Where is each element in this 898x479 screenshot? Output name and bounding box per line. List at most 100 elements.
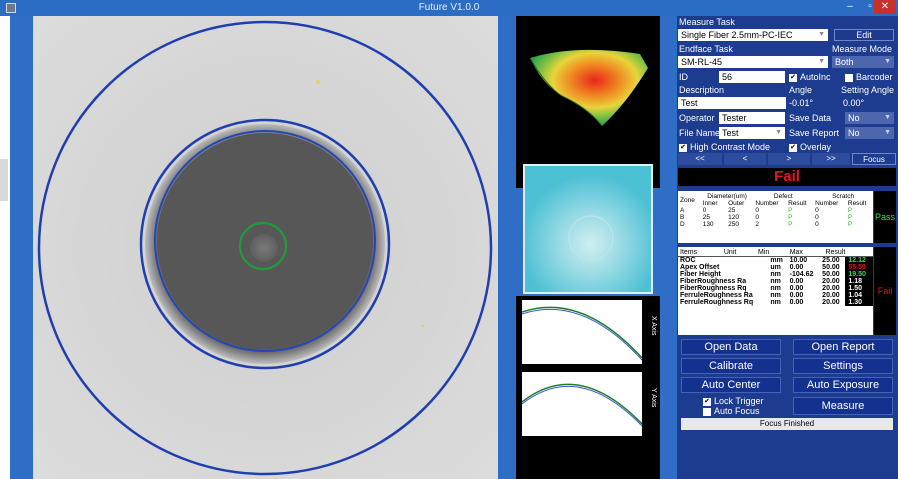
y-profile-plot [521,372,643,436]
result-cell: 55.59 [845,264,873,271]
side-tab[interactable] [0,159,8,201]
left-edge [0,16,10,479]
zone-overall-result: Pass [874,191,896,243]
min-header: Min [757,249,770,256]
high-contrast-checkbox[interactable]: ✔ High Contrast Mode [679,142,771,152]
items-header: Items [680,249,698,256]
checkbox-checked-icon: ✔ [679,143,687,152]
next-button[interactable]: > [768,153,810,165]
edit-button[interactable]: Edit [834,29,894,41]
description-label: Description [679,85,725,95]
items-body: ROC mm 10.00 25.00 12.12 Apex Offset um 0.00 50… [678,257,873,306]
x-profile-plot [521,300,643,364]
cladding-inner-ring [154,130,376,352]
setting-angle-label: Setting Angle [841,85,895,95]
zone-header: Zone [680,196,695,204]
overlay-checkbox[interactable]: ✔ Overlay [789,142,832,152]
window-title: Future V1.0.0 [418,2,480,13]
status-bar: Focus Finished [681,418,893,430]
scratch-result-header: Result [847,200,867,207]
result-cell: 1.30 [845,299,873,306]
result-cell: 1.18 [845,278,873,285]
settings-button[interactable]: Settings [793,358,893,374]
result-header: Result [825,249,846,256]
visualization-footer [516,436,660,479]
first-button[interactable]: << [678,153,722,165]
surface-edge [529,57,603,127]
defect-result-header: Result [788,200,807,207]
y-profile-fit [521,385,643,427]
inner-header: Inner [702,200,718,207]
last-button[interactable]: >> [812,153,850,165]
measure-mode-select[interactable]: Both ▼ [832,56,894,68]
minimize-button[interactable]: – [847,1,853,12]
table-row: D 130 250 2 P 0 P [680,221,853,228]
result-banner: Fail [678,168,896,186]
scratch-number-header: Number [815,200,839,207]
save-data-label: Save Data [789,113,832,123]
endface-task-label: Endface Task [679,44,733,54]
fiber-endface-view[interactable] [33,16,498,479]
scratch-header: Scratch [832,193,855,200]
measure-task-select[interactable]: Single Fiber 2.5mm-PC-IEC ▼ [678,29,828,41]
checkbox-empty-icon [845,73,853,82]
cladding-ring [139,118,391,370]
focus-button[interactable]: Focus [852,153,896,165]
title-bar: Future V1.0.0 – ▫ ✕ [0,0,898,16]
diameter-header: Diameter(um) [707,193,747,200]
checkbox-empty-icon [703,407,711,416]
checkbox-checked-icon: ✔ [703,397,711,406]
id-input[interactable]: 56 [719,71,785,83]
x-axis-label: X Axis [650,316,657,336]
operator-input[interactable]: Tester [719,112,785,124]
table-row: Apex Offset um 0.00 50.00 55.59 [678,264,873,271]
maximize-button[interactable]: ▫ [868,1,872,12]
y-profile-curve [521,383,643,425]
table-row: FerruleRoughness Rq nm 0.00 20.00 1.30 [678,299,873,306]
fringe-pattern [525,166,651,292]
angle-value: -0.01° [789,98,814,108]
surface-3d-view[interactable] [516,16,660,164]
endface-task-select[interactable]: SM-RL-45 ▼ [678,56,828,68]
auto-exposure-button[interactable]: Auto Exposure [793,377,893,393]
y-axis-profile: Y Axis [516,368,660,436]
open-report-button[interactable]: Open Report [793,339,893,355]
result-cell: 12.12 [845,257,873,264]
fiber-outline [568,215,614,261]
save-data-select[interactable]: No ▼ [845,112,894,124]
auto-center-button[interactable]: Auto Center [681,377,781,393]
x-profile-curve [521,306,643,359]
defect-header: Defect [773,193,793,200]
operator-label: Operator [679,113,715,123]
contact-zone-ring [37,20,493,476]
defect-spot [421,324,425,328]
interferogram-view[interactable] [523,164,653,294]
table-row: FiberRoughness Ra nm 0.00 20.00 1.18 [678,278,873,285]
measure-task-label: Measure Task [679,17,735,27]
items-overall-result: Fail [874,247,896,335]
previous-button[interactable]: < [724,153,766,165]
fiber-core [250,234,278,262]
measure-button[interactable]: Measure [793,397,893,415]
id-label: ID [679,72,688,82]
checkbox-checked-icon: ✔ [789,143,797,152]
file-name-select[interactable]: Test ▼ [719,127,785,139]
autoinc-checkbox[interactable]: ✔ AutoInc [789,72,831,82]
save-report-select[interactable]: No ▼ [845,127,894,139]
table-row: FerruleRoughness Ra nm 0.00 20.00 1.04 [678,292,873,299]
result-cell: 1.50 [845,285,873,292]
max-header: Max [789,249,803,256]
auto-focus-checkbox[interactable]: Auto Focus [703,406,760,416]
description-input[interactable]: Test [678,97,786,109]
save-report-label: Save Report [789,128,840,138]
core-ring [238,221,288,271]
open-data-button[interactable]: Open Data [681,339,781,355]
barcoder-checkbox[interactable]: Barcoder [845,72,893,82]
file-name-label: File Name [679,128,721,138]
close-button[interactable]: ✕ [874,0,896,14]
surface-mesh [530,49,648,126]
lock-trigger-checkbox[interactable]: ✔ Lock Trigger [703,396,764,406]
calibrate-button[interactable]: Calibrate [681,358,781,374]
app-icon [6,3,16,13]
y-axis-label: Y Axis [650,388,657,408]
